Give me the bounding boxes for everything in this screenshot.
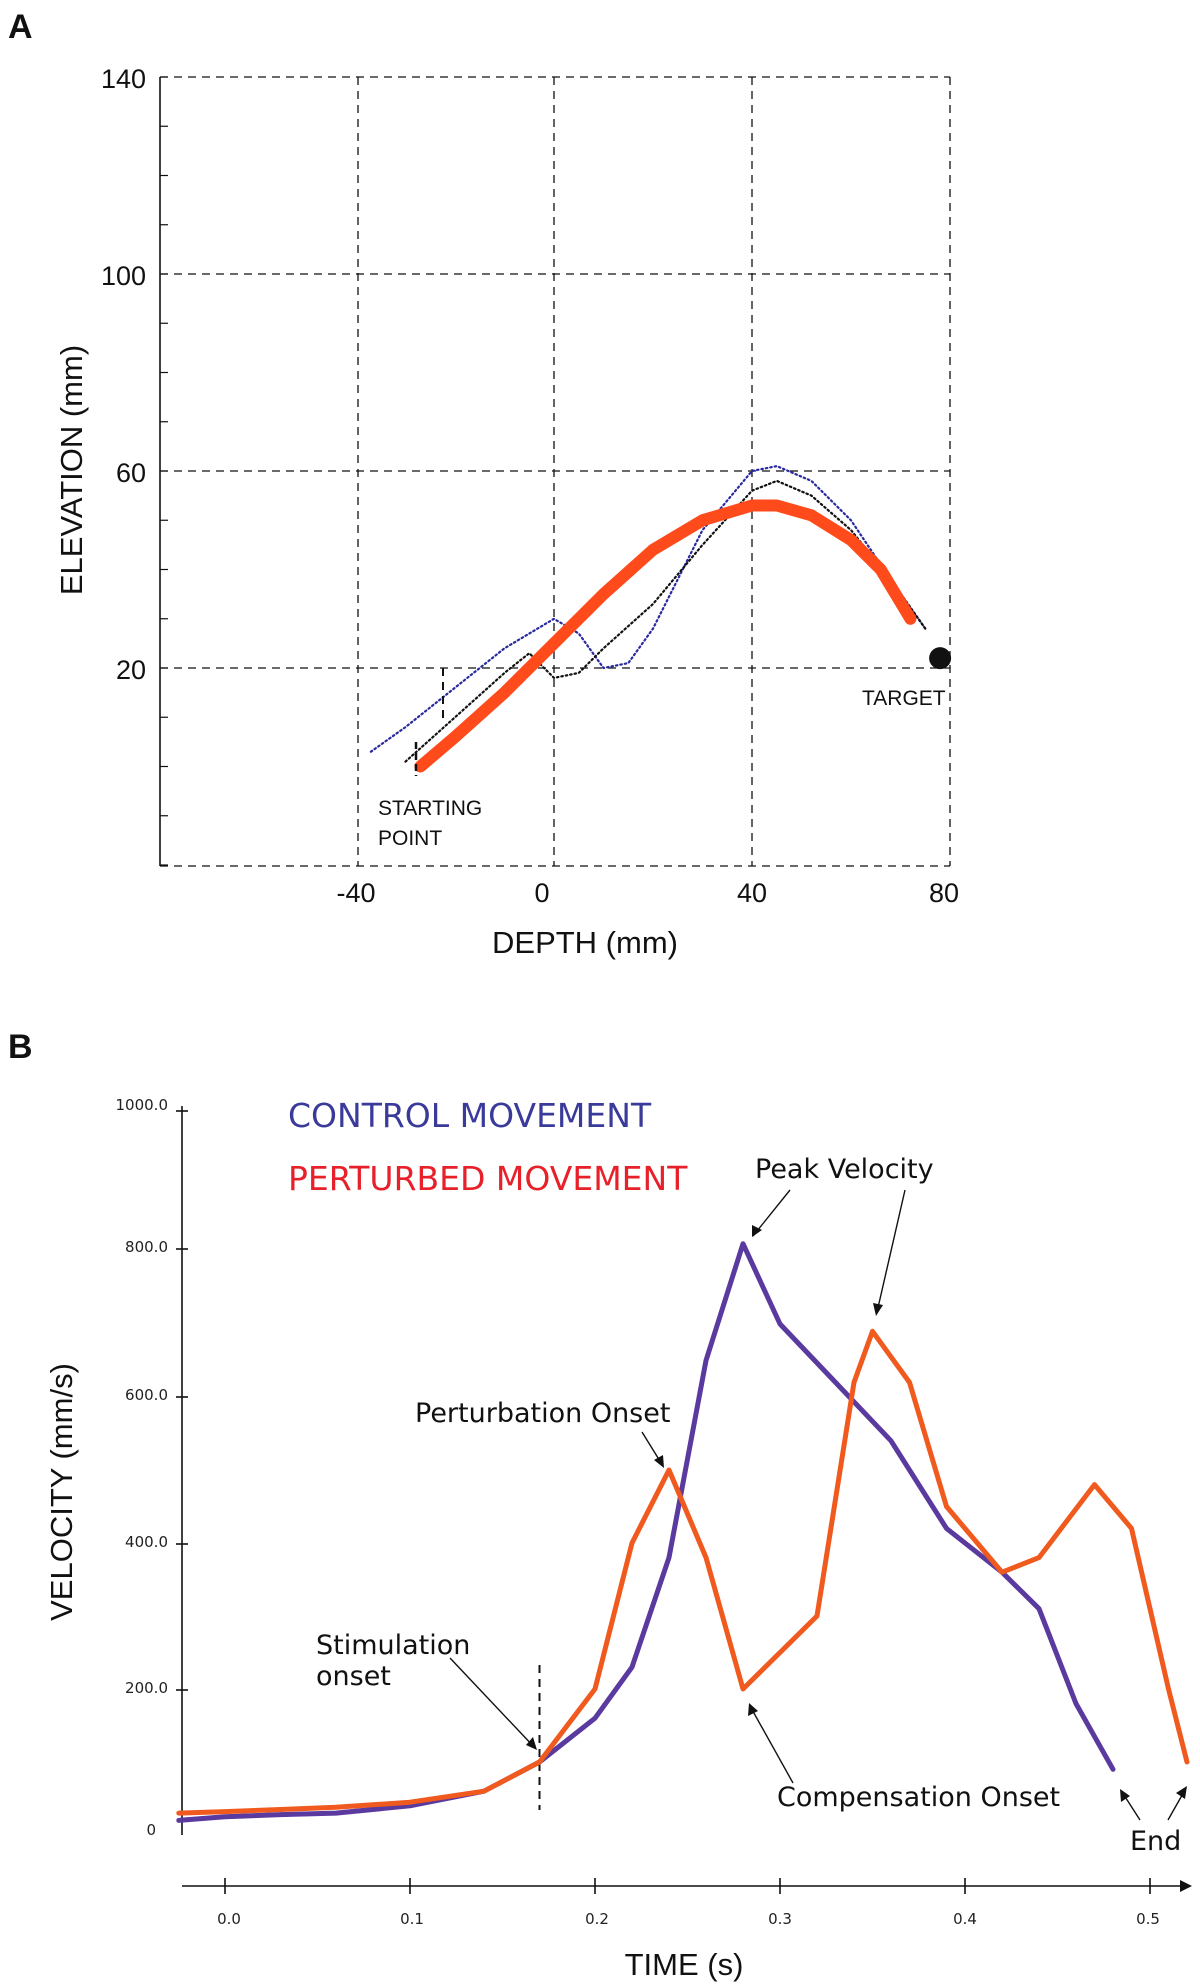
y-tick-label-1000: 1000.0 — [116, 1096, 169, 1114]
panel-b-y-ticks: 1000.0 800.0 600.0 400.0 200.0 0 — [116, 1096, 188, 1839]
y-tick-label-200: 200.0 — [125, 1679, 168, 1697]
stimulation-onset-label-line2: onset — [316, 1661, 391, 1692]
target-marker — [929, 647, 952, 670]
peak-velocity-arrow-control — [752, 1189, 791, 1237]
panel-a-grid — [159, 76, 951, 867]
compensation-onset-label: Compensation Onset — [777, 1782, 1060, 1813]
y-tick-label-100: 100 — [101, 261, 146, 291]
panel-b-annotations: Peak Velocity Perturbation Onset Stimula… — [316, 1154, 1187, 1857]
panel-b-letter: B — [8, 1028, 33, 1066]
panel-b-series — [176, 1241, 1190, 1823]
end-label: End — [1130, 1826, 1181, 1857]
legend-perturbed-movement: PERTURBED MOVEMENT — [288, 1159, 688, 1198]
legend-control-movement: CONTROL MOVEMENT — [288, 1096, 652, 1135]
orange-thick-path — [414, 499, 917, 773]
panel-a-letter: A — [8, 8, 33, 46]
peak-velocity-arrow-perturbed — [876, 1189, 906, 1313]
perturbation-onset-arrowhead — [654, 1455, 664, 1468]
panel-b-x-axis-title: TIME (s) — [625, 1947, 744, 1982]
x-tick-label-0.5: 0.5 — [1136, 1910, 1160, 1928]
perturbed-movement-line — [176, 1328, 1190, 1816]
panel-b-y-axis-title: VELOCITY (mm/s) — [44, 1363, 79, 1621]
y-tick-label-140: 140 — [101, 64, 146, 94]
y-tick-label-20: 20 — [116, 655, 146, 685]
x-tick-label-0.0: 0.0 — [217, 1910, 241, 1928]
compensation-onset-arrow — [749, 1705, 794, 1784]
end-arrowhead-control — [1120, 1789, 1130, 1802]
black-dotted-path — [404, 479, 927, 763]
panel-a-y-ticks: 140 100 60 20 — [101, 64, 146, 685]
panel-a: A 140 100 60 20 -40 0 40 80 DEPTH (mm) — [8, 8, 959, 960]
y-tick-label-800: 800.0 — [125, 1238, 168, 1256]
starting-point-label-line2: POINT — [378, 827, 442, 850]
x-tick-label-m40: -40 — [336, 878, 375, 908]
end-arrowhead-perturbed — [1176, 1786, 1187, 1799]
compensation-onset-arrowhead — [748, 1703, 758, 1716]
starting-point-label-line1: STARTING — [378, 797, 482, 820]
panel-b: B 1000.0 800.0 600.0 400.0 200.0 0 0.0 0… — [8, 1028, 1192, 1982]
y-tick-label-60: 60 — [116, 458, 146, 488]
x-tick-label-0.4: 0.4 — [953, 1910, 977, 1928]
x-axis-arrow — [1180, 1880, 1192, 1892]
target-label: TARGET — [862, 687, 946, 710]
panel-a-series — [369, 465, 927, 773]
x-tick-label-0.3: 0.3 — [768, 1910, 792, 1928]
control-movement-line — [176, 1241, 1116, 1823]
x-tick-label-40: 40 — [737, 878, 767, 908]
x-tick-label-80: 80 — [929, 878, 959, 908]
y-tick-label-600: 600.0 — [125, 1386, 168, 1404]
panel-a-x-axis-title: DEPTH (mm) — [492, 925, 678, 960]
panel-b-x-ticks: 0.0 0.1 0.2 0.3 0.4 0.5 — [217, 1878, 1160, 1928]
panel-a-x-ticks: -40 0 40 80 — [336, 878, 959, 908]
stimulation-onset-arrowhead — [526, 1737, 537, 1750]
stimulation-onset-arrow — [449, 1657, 536, 1749]
blue-dotted-path — [369, 465, 927, 753]
x-tick-label-0: 0 — [534, 878, 549, 908]
peak-velocity-arrowhead-perturbed — [873, 1303, 883, 1316]
perturbation-onset-label: Perturbation Onset — [415, 1398, 670, 1429]
y-tick-label-400: 400.0 — [125, 1533, 168, 1551]
peak-velocity-label: Peak Velocity — [755, 1154, 934, 1185]
panel-a-y-axis-title: ELEVATION (mm) — [54, 345, 89, 595]
y-tick-label-0: 0 — [146, 1821, 156, 1839]
panel-a-minor-ticks — [160, 76, 168, 866]
stimulation-onset-label-line1: Stimulation — [316, 1630, 470, 1661]
x-tick-label-0.2: 0.2 — [585, 1910, 609, 1928]
peak-velocity-arrowhead-control — [752, 1225, 762, 1237]
x-tick-label-0.1: 0.1 — [400, 1910, 424, 1928]
